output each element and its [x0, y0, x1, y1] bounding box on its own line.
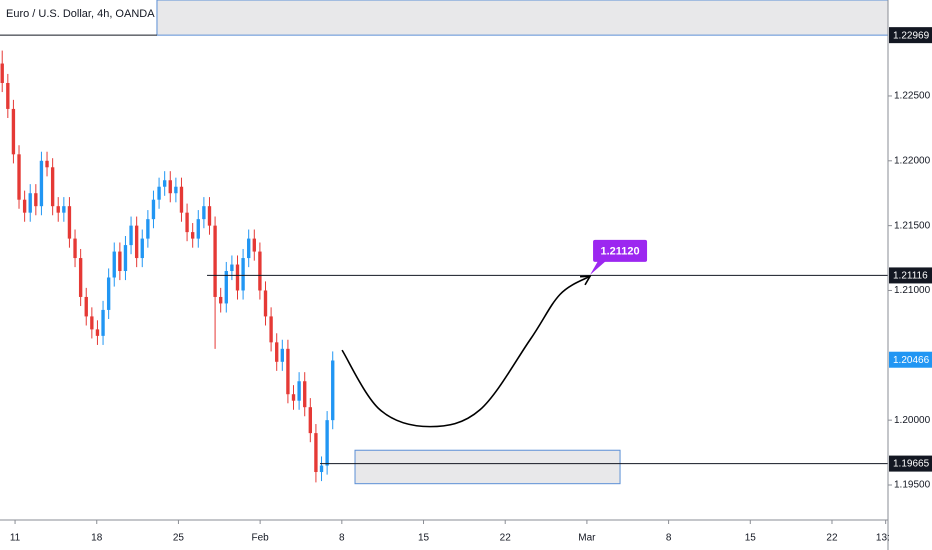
candle-body	[331, 360, 335, 421]
price-badge-label: 1.22969	[893, 30, 930, 41]
candle-body	[162, 180, 167, 187]
y-tick-label: 1.21500	[894, 220, 931, 231]
candle-body	[140, 238, 144, 259]
price-badge	[889, 267, 932, 284]
candle-body	[297, 381, 301, 401]
y-tick-label: 1.20000	[894, 415, 931, 426]
candle-body	[90, 316, 94, 330]
candle-body	[179, 186, 184, 213]
candle-body	[269, 316, 273, 343]
candle-body	[73, 238, 77, 259]
candle-body	[84, 296, 88, 317]
x-tick-label: 22	[500, 533, 512, 544]
candle-body	[11, 108, 16, 155]
plot-area: 1.21120	[0, 0, 889, 485]
candle-body	[22, 199, 27, 213]
candle-body	[280, 348, 284, 362]
candle-body	[101, 309, 105, 336]
candle-body	[275, 342, 279, 362]
candle-body	[39, 160, 44, 207]
x-tick-label: 25	[173, 533, 185, 544]
candle-body	[224, 271, 228, 304]
price-badge-label: 1.19665	[893, 459, 930, 470]
zone	[156, 0, 889, 36]
candle-body	[263, 290, 268, 317]
candle-body	[291, 394, 296, 401]
price-axis-cover	[889, 521, 932, 550]
candle-body	[134, 225, 139, 259]
target-pointer	[590, 260, 607, 275]
x-tick-label: 18	[91, 533, 103, 544]
candle-body	[50, 167, 55, 207]
candle-body	[62, 206, 66, 213]
price-badge-label: 1.21116	[893, 271, 928, 282]
x-tick-label: 13:0	[876, 533, 896, 544]
price-badge-label: 1.20466	[893, 355, 930, 366]
candle-body	[241, 258, 245, 291]
price-badge	[889, 455, 932, 472]
candle-body	[28, 193, 32, 213]
price-badge	[889, 351, 932, 368]
candle-body	[67, 206, 72, 239]
candle-body	[196, 219, 200, 239]
candle-body	[123, 245, 128, 272]
candle-body	[286, 348, 290, 395]
candle-body	[207, 206, 212, 226]
candle-body	[219, 296, 223, 304]
candle-body	[151, 199, 156, 220]
x-tick-label: 8	[666, 533, 672, 544]
candle-body	[6, 82, 10, 109]
x-tick-label: 15	[418, 533, 430, 544]
x-tick-label: Mar	[578, 533, 596, 544]
arrow-head	[580, 275, 592, 286]
time-axis-bg	[0, 520, 888, 550]
candle-body	[235, 264, 240, 291]
y-tick-label: 1.22500	[894, 91, 931, 102]
candle-body	[45, 160, 49, 168]
candle-body	[252, 238, 256, 252]
candle-body	[106, 277, 111, 310]
candle-body	[308, 407, 312, 434]
candle-body	[185, 212, 189, 233]
x-tick-label: Feb	[252, 533, 270, 544]
candle-body	[118, 251, 122, 272]
price-badge	[889, 27, 932, 44]
target-label: 1.21120	[600, 245, 639, 257]
candle-body	[157, 186, 161, 200]
candle-body	[303, 381, 307, 408]
candle-body	[112, 251, 116, 278]
x-tick-label: 15	[745, 533, 757, 544]
candle-body	[319, 465, 324, 473]
y-tick-label: 1.19500	[894, 480, 931, 491]
x-tick-label: 11	[10, 533, 21, 544]
candle-body	[168, 180, 172, 194]
candle-body	[230, 264, 234, 272]
candle-body	[17, 154, 21, 200]
chart-title: Euro / U.S. Dollar, 4h, OANDA	[6, 8, 155, 20]
candle-body	[56, 206, 60, 213]
y-tick-label: 1.22000	[894, 155, 931, 166]
projection-curve	[341, 275, 591, 428]
candle-body	[174, 186, 178, 194]
candle-body	[258, 251, 262, 291]
candle-body	[202, 206, 206, 220]
zone	[354, 449, 621, 485]
y-tick-label: 1.21000	[894, 285, 931, 296]
candle-body	[213, 225, 217, 297]
candle-body	[0, 63, 4, 83]
candle-body	[146, 219, 150, 239]
candle-body	[129, 225, 133, 246]
candle-body	[34, 193, 38, 207]
candle-body	[314, 433, 318, 473]
candle-body	[95, 329, 100, 336]
candle-body	[78, 258, 83, 297]
candle-body	[247, 238, 251, 259]
candle-body	[325, 420, 329, 466]
candle-body	[190, 232, 195, 239]
target-box	[593, 239, 648, 262]
x-tick-label: 8	[339, 533, 345, 544]
x-tick-label: 22	[826, 533, 838, 544]
